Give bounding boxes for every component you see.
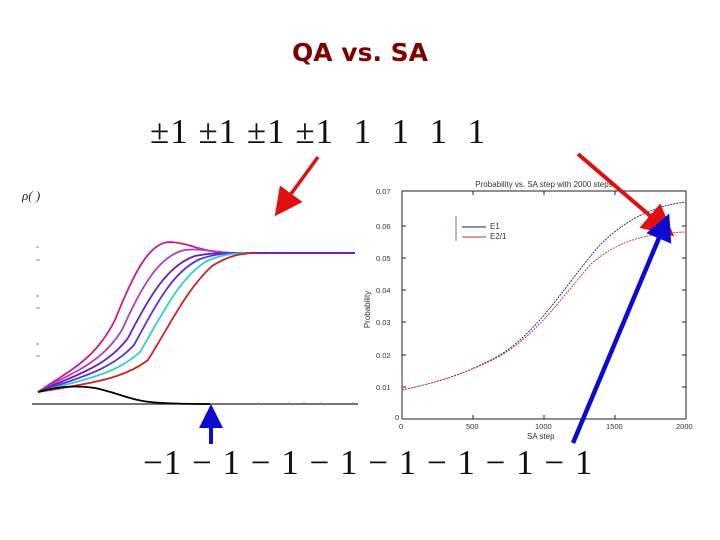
ytick-label: 0.01 <box>376 383 391 392</box>
ytick-label: 0.02 <box>376 351 391 360</box>
curve-red <box>37 252 259 393</box>
right-plot <box>401 190 687 420</box>
curve-decay-black <box>37 385 211 405</box>
xtick-label: 500 <box>466 422 479 431</box>
ytick-label: 0 <box>395 413 400 422</box>
legend-label-E1: E1 <box>490 222 500 231</box>
series-E1 <box>401 201 687 391</box>
right-plot-ticks <box>402 191 686 419</box>
red-arrow-left <box>274 155 320 217</box>
right-plot-ylabel: Probability <box>363 290 373 329</box>
xtick-label: 1500 <box>606 422 623 431</box>
top-spin-configuration: ±1 ±1 ±1 ±1 1 1 1 1 <box>150 112 487 151</box>
left-plot-curves <box>37 241 355 393</box>
xtick-label: 2000 <box>676 422 693 431</box>
bottom-spin-configuration: −1 − 1 − 1 − 1 − 1 − 1 − 1 − 1 <box>143 443 594 482</box>
red-arrow-right <box>576 152 675 237</box>
left-plot-xticks <box>257 402 354 404</box>
ytick-label: 0.05 <box>376 254 391 263</box>
legend-label-E2: E2/1 <box>490 232 507 241</box>
ytick-label: 0.04 <box>376 286 391 295</box>
series-E2 <box>401 231 687 391</box>
left-plot-yticks <box>36 246 40 357</box>
curve-violet <box>37 248 355 393</box>
left-plot-ylabel: ρ( ) <box>22 188 41 203</box>
ytick-label: 0.03 <box>376 318 391 327</box>
blue-arrow-right <box>570 213 672 444</box>
slide-title: QA vs. SA <box>291 38 429 67</box>
right-plot-xlabel: SA step <box>527 432 555 441</box>
left-plot <box>32 241 358 405</box>
right-plot-frame <box>401 190 687 420</box>
curve-cyan <box>37 252 251 393</box>
curve-purple <box>37 252 355 393</box>
ytick-label: 0.06 <box>376 222 391 231</box>
xtick-label: 1000 <box>535 422 552 431</box>
curve-blue <box>37 252 246 393</box>
xtick-label: 0 <box>399 422 404 431</box>
right-plot-title: Probability vs. SA step with 2000 steps <box>475 180 613 189</box>
ytick-label: 0.07 <box>376 187 391 196</box>
curve-magenta <box>37 241 355 393</box>
